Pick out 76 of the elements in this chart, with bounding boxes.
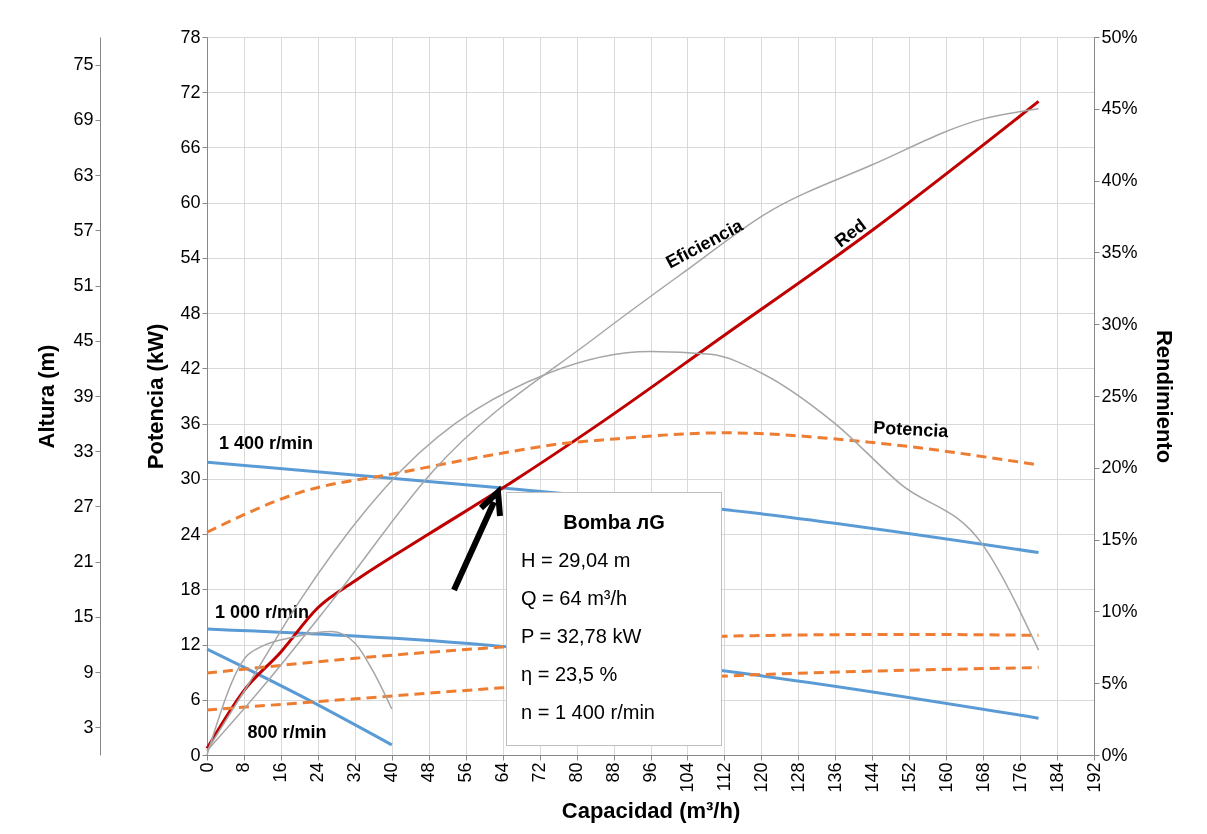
annotation: H = 29,04 m [521, 548, 632, 573]
y3-tick-label: 27 [73, 495, 94, 516]
y2-tick-label: 40% [1101, 170, 1138, 191]
x-tick-label: 24 [307, 762, 328, 783]
x-tick-label: 160 [935, 762, 956, 793]
x-tick-label: 144 [861, 762, 882, 793]
x-tick-label: 152 [898, 762, 919, 793]
y2-tick-label: 45% [1101, 98, 1138, 119]
y-tick-label: 6 [190, 689, 201, 710]
y3-tick-label: 39 [73, 385, 94, 406]
y2-tick-label: 0% [1101, 744, 1128, 765]
y-tick-label: 48 [180, 302, 201, 323]
annotation: P = 32,78 kW [521, 624, 643, 649]
x-tick-label: 64 [492, 762, 513, 783]
annotation: n = 1 400 r/min [521, 700, 656, 725]
series-label: 800 r/min [247, 722, 327, 743]
x-tick-label: 192 [1083, 762, 1104, 793]
y-tick-label: 60 [180, 192, 201, 213]
y-tick-label: 12 [180, 634, 201, 655]
y3-tick-label: 69 [73, 109, 94, 130]
y2-tick-label: 35% [1101, 241, 1138, 262]
y3-tick-label: 33 [73, 440, 94, 461]
x-tick-label: 72 [529, 762, 550, 783]
y-tick-label: 72 [180, 81, 201, 102]
y-axis-title: Potencia (kW) [143, 323, 169, 470]
y-tick-label: 54 [180, 247, 201, 268]
x-axis-title: Capacidad (m³/h) [561, 797, 741, 823]
y2-tick-label: 5% [1101, 672, 1128, 693]
series-label: 1 000 r/min [215, 601, 310, 622]
x-tick-label: 184 [1046, 762, 1067, 793]
y-tick-label: 24 [180, 523, 201, 544]
y3-tick-label: 45 [73, 330, 94, 351]
y2-tick-label: 50% [1101, 26, 1138, 47]
y3-axis-title: Altura (m) [34, 344, 60, 449]
y-tick-label: 66 [180, 136, 201, 157]
y3-tick-label: 9 [83, 661, 94, 682]
x-tick-label: 16 [270, 762, 291, 783]
y2-tick-label: 25% [1101, 385, 1138, 406]
x-tick-label: 96 [640, 762, 660, 783]
y-tick-label: 30 [180, 468, 201, 489]
x-tick-label: 128 [787, 762, 808, 793]
y3-tick-label: 75 [73, 54, 94, 75]
x-tick-label: 136 [824, 762, 845, 793]
x-tick-label: 104 [676, 762, 697, 793]
y2-tick-label: 20% [1101, 457, 1138, 478]
annotation: Q = 64 m³/h [521, 586, 629, 611]
series-label: Potencia [872, 417, 950, 442]
y-tick-label: 42 [180, 357, 201, 378]
x-tick-label: 88 [603, 762, 624, 783]
y2-axis-title: Rendimiento [1151, 329, 1177, 464]
y3-tick-label: 57 [73, 219, 94, 240]
y2-tick-label: 15% [1101, 529, 1138, 550]
x-tick-label: 8 [233, 762, 254, 773]
x-tick-label: 176 [1009, 762, 1030, 793]
y3-tick-label: 21 [73, 551, 94, 572]
y3-tick-label: 51 [73, 275, 94, 296]
y2-tick-label: 10% [1101, 600, 1138, 621]
x-tick-label: 80 [566, 762, 587, 783]
x-tick-label: 168 [972, 762, 993, 793]
annotation: η = 23,5 % [521, 662, 619, 687]
y-tick-label: 36 [180, 413, 201, 434]
annotation: Bomba лG [562, 510, 666, 535]
x-tick-label: 48 [418, 762, 439, 783]
series-label: 1 400 r/min [219, 433, 314, 454]
y-tick-label: 78 [180, 26, 201, 47]
text: Red [830, 214, 871, 252]
x-tick-label: 32 [344, 762, 365, 783]
y2-tick-label: 30% [1101, 313, 1138, 334]
x-tick-label: 56 [455, 762, 476, 783]
y-tick-label: 18 [180, 578, 201, 599]
x-tick-label: 120 [750, 762, 771, 793]
y3-tick-label: 63 [73, 164, 94, 185]
y3-tick-label: 3 [83, 716, 94, 737]
y3-tick-label: 15 [73, 606, 94, 627]
x-tick-label: 40 [381, 762, 402, 783]
x-tick-label: 112 [713, 762, 734, 792]
